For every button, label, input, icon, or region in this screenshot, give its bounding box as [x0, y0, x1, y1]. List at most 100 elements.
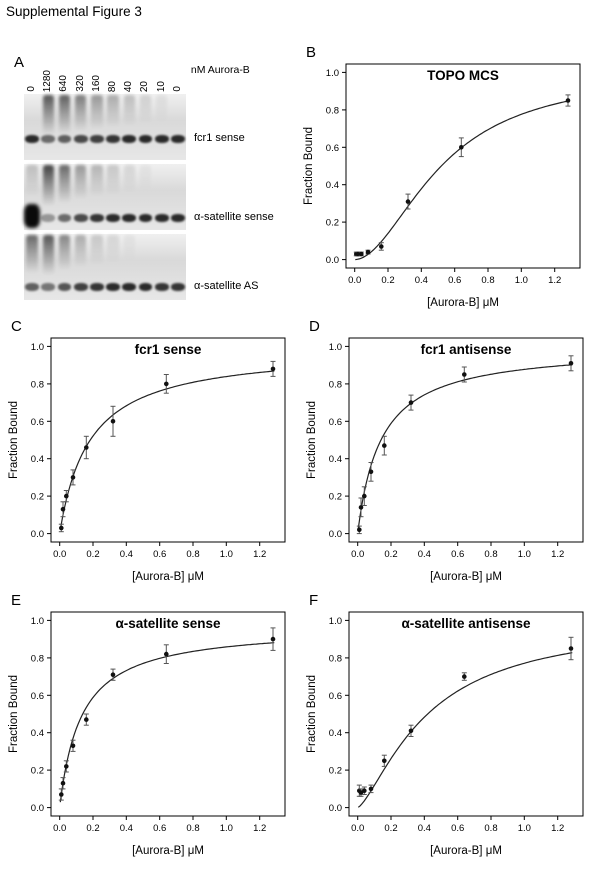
gel-lane — [170, 234, 186, 300]
data-point — [270, 636, 276, 642]
x-tick-label: 0.4 — [418, 823, 431, 834]
gel-shift-smear — [42, 95, 54, 135]
y-tick-label: 0.6 — [329, 417, 342, 428]
data-point — [64, 493, 69, 499]
gel-lane — [137, 164, 153, 230]
gel-lane — [170, 164, 186, 230]
y-tick-label: 0.6 — [31, 417, 44, 428]
gel-unit-label: nM Aurora-B — [190, 64, 250, 76]
fit-curve — [355, 100, 570, 261]
x-tick-label: 0.2 — [381, 275, 394, 286]
data-point — [405, 199, 411, 204]
data-point — [359, 251, 364, 257]
gel-free-probe-band — [25, 282, 40, 291]
gel-lane — [154, 234, 170, 300]
data-point — [60, 780, 66, 786]
gel-free-probe-band — [73, 282, 88, 291]
gel-lane — [56, 164, 72, 230]
x-tick-label: 0.6 — [153, 823, 166, 834]
chart-title: fcr1 antisense — [421, 342, 512, 357]
gel-lane-label: 20 — [139, 80, 151, 92]
data-point — [382, 443, 387, 448]
gel-lane-labels: 0 1280 640 320 160 80 40 20 10 0 nM Aurora-B — [24, 42, 250, 92]
data-point — [362, 788, 367, 793]
gel-lane — [73, 234, 89, 300]
panel-a-letter: A — [14, 54, 25, 71]
plot-box — [50, 611, 286, 817]
gel-lane — [170, 94, 186, 160]
y-axis-label: Fraction Bound — [8, 675, 20, 753]
gel-shift-smear — [75, 235, 87, 268]
y-tick-label: 0.6 — [326, 143, 339, 154]
gel-strip — [24, 234, 186, 300]
gel-free-probe-band — [24, 204, 40, 229]
gel-shift-smear — [58, 235, 71, 271]
x-tick-label: 1.2 — [253, 549, 266, 560]
gel-free-probe-band — [41, 214, 56, 223]
gel-lane-label: 640 — [58, 75, 70, 92]
data-point — [70, 743, 76, 749]
gel-shift-smear — [107, 95, 119, 128]
x-axis-label: [Aurora-B] μM — [427, 297, 499, 309]
y-tick-label: 0.8 — [329, 653, 342, 664]
gel-lane — [154, 164, 170, 230]
panel-c-letter: C — [11, 318, 22, 335]
data-point — [382, 758, 387, 764]
y-tick-label: 0.8 — [31, 379, 44, 390]
gel-free-probe-band — [57, 282, 72, 291]
data-point — [164, 381, 169, 387]
chart-panel-C: 0.0 0.2 0.4 0.6 0.8 1.0 1.2 0.0 0.2 0.4 0.6 0.8 1.0 f… — [8, 337, 286, 583]
panel-a: A 0 1280 640 320 160 80 40 20 10 0 nM Aurora-B fcr1… — [10, 40, 300, 320]
data-point — [164, 651, 169, 657]
y-tick-label: 1.0 — [31, 616, 44, 627]
gel-shift-smear — [75, 95, 87, 132]
gel-shift-smear — [91, 95, 103, 129]
gel-lane-label: 10 — [155, 80, 167, 92]
gel-lane — [105, 164, 121, 230]
data-point — [358, 505, 364, 510]
data-point — [357, 527, 362, 533]
gel-free-probe-band — [170, 214, 185, 223]
gel-strip-label: α-satellite AS — [194, 279, 259, 292]
gel-free-probe-band — [41, 134, 56, 143]
data-point — [368, 469, 374, 475]
plot-box — [345, 63, 581, 269]
data-point — [459, 145, 464, 150]
gel-shift-smear — [156, 95, 168, 123]
gel-shift-smear — [75, 165, 87, 199]
data-point — [355, 251, 361, 257]
y-tick-label: 0.2 — [31, 492, 44, 503]
gel-lane — [40, 234, 56, 300]
gel-shift-smear — [123, 235, 135, 263]
gel-free-probe-band — [73, 134, 88, 143]
gel-free-probe-band — [89, 134, 104, 143]
data-point — [408, 728, 414, 734]
data-point — [84, 445, 89, 450]
gel-lane — [73, 164, 89, 230]
data-point — [362, 493, 367, 499]
x-tick-label: 0.0 — [53, 549, 66, 560]
data-point — [60, 506, 66, 512]
x-tick-label: 1.0 — [220, 549, 233, 560]
chart-title: α-satellite sense — [115, 616, 221, 631]
x-tick-label: 0.6 — [448, 275, 461, 286]
x-tick-label: 0.0 — [351, 549, 364, 560]
plot-box — [348, 611, 584, 817]
gel-free-probe-band — [154, 282, 169, 291]
gel-free-probe-band — [170, 134, 185, 143]
data-point — [84, 717, 89, 722]
y-tick-label: 0.8 — [326, 105, 339, 116]
gel-lane — [40, 164, 56, 230]
y-tick-label: 1.0 — [31, 342, 44, 353]
x-tick-label: 0.8 — [484, 549, 497, 560]
y-tick-label: 0.0 — [329, 803, 342, 814]
data-point — [565, 98, 571, 103]
panel-f-letter: F — [309, 592, 319, 609]
panel-b-letter: B — [306, 44, 317, 61]
chart-panel-E: 0.0 0.2 0.4 0.6 0.8 1.0 1.2 0.0 0.2 0.4 0.6 0.8 1.0 α… — [8, 611, 286, 857]
gel-free-probe-band — [25, 134, 40, 143]
gel-lane — [89, 94, 105, 160]
gel-free-probe-band — [73, 214, 88, 223]
x-tick-label: 0.2 — [86, 823, 99, 834]
